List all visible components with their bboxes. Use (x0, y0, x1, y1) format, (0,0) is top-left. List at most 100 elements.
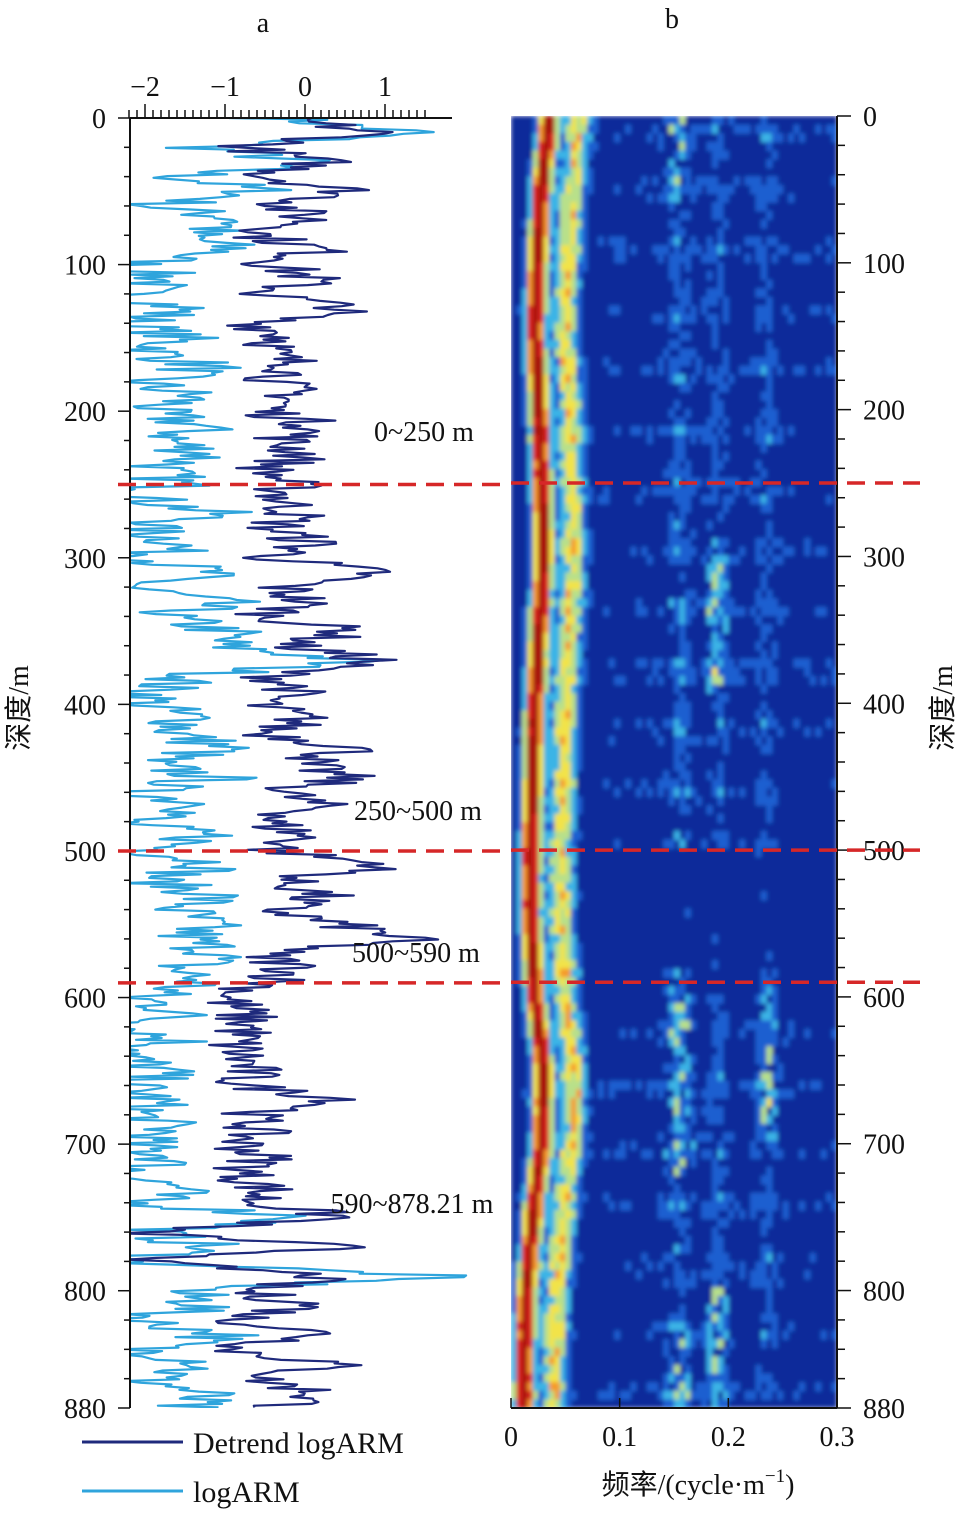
heatmap-cell (549, 589, 555, 599)
heatmap-cell (581, 426, 588, 436)
heatmap-cell (684, 503, 691, 513)
heatmap-cell (712, 460, 718, 470)
heatmap-cell (532, 675, 539, 686)
heatmap-cell (559, 1166, 566, 1176)
heatmap-cell (712, 486, 718, 496)
heatmap-cell (701, 305, 708, 315)
heatmap-cell (728, 718, 735, 729)
heatmap-cell (657, 314, 664, 324)
heatmap-cell (570, 1054, 577, 1065)
heatmap-cell (684, 253, 691, 263)
heatmap-cell (570, 985, 577, 996)
heatmap-cell (565, 1037, 572, 1047)
heatmap-cell (782, 1330, 789, 1340)
heatmap-cell (538, 1063, 545, 1073)
heatmap-cell (614, 1149, 621, 1159)
heatmap-cell (717, 116, 724, 126)
heatmap-cell (771, 434, 778, 444)
heatmap-cell (684, 210, 691, 220)
heatmap-cell (559, 176, 566, 186)
heatmap-cell (570, 141, 577, 151)
heatmap-cell (527, 667, 534, 677)
heatmap-cell (559, 1029, 566, 1039)
heatmap-cell (760, 538, 767, 548)
heatmap-cell (766, 1209, 773, 1220)
heatmap-cell (587, 141, 594, 151)
heatmap-cell (576, 744, 583, 754)
heatmap-cell (554, 348, 561, 358)
heatmap-cell (587, 167, 594, 177)
heatmap-cell (690, 374, 697, 384)
heatmap-cell (684, 1003, 691, 1013)
heatmap-cell (690, 1072, 697, 1082)
heatmap-cell (674, 1270, 680, 1280)
heatmap-cell (543, 253, 550, 263)
heatmap-cell (565, 581, 572, 591)
heatmap-cell (538, 718, 545, 729)
heatmap-cell (576, 176, 583, 186)
heatmap-cell (570, 839, 577, 849)
series-logarm-line (130, 118, 468, 1408)
heatmap-cell (684, 1089, 691, 1099)
heatmap-cell (712, 1106, 718, 1116)
heatmap-cell (576, 796, 583, 806)
heatmap-cell (565, 546, 572, 556)
heatmap-cell (581, 193, 588, 203)
heatmap-cell (760, 305, 767, 315)
heatmap-cell (766, 348, 773, 358)
heatmap-cell (717, 770, 724, 780)
heatmap-cell (717, 383, 724, 393)
heatmap-cell (679, 296, 686, 307)
heatmap-cell (576, 1080, 583, 1090)
heatmap-cell (527, 796, 534, 806)
heatmap-cell (766, 839, 773, 849)
heatmap-cell (717, 589, 724, 599)
heatmap-cell (570, 942, 577, 953)
heatmap-cell (744, 124, 751, 134)
heatmap-cell (679, 727, 686, 737)
heatmap-cell (684, 710, 691, 720)
heatmap-cell (521, 1313, 528, 1323)
heatmap-cell (674, 529, 680, 539)
heatmap-cell (527, 589, 534, 599)
heatmap-cell (532, 994, 539, 1004)
heatmap-cell (684, 288, 691, 298)
heatmap-cell (559, 1218, 566, 1228)
heatmap-cell (538, 1149, 545, 1159)
heatmap-cell (690, 245, 697, 255)
heatmap-cell (543, 615, 550, 625)
heatmap-cell (576, 245, 583, 255)
heatmap-cell (646, 1261, 653, 1271)
heatmap-cell (554, 934, 561, 944)
heatmap-cell (532, 1115, 539, 1125)
heatmap-cell (766, 417, 773, 427)
heatmap-cell (771, 1132, 778, 1142)
heatmap-cell (684, 141, 691, 151)
heatmap-cell (527, 1063, 534, 1073)
heatmap-cell (570, 822, 577, 832)
heatmap-cell (712, 615, 718, 625)
heatmap-cell (570, 658, 577, 668)
heatmap-cell (532, 1175, 539, 1185)
heatmap-cell (570, 1201, 577, 1211)
heatmap-cell (565, 391, 572, 401)
heatmap-cell (684, 787, 691, 797)
heatmap-cell (712, 245, 718, 255)
heatmap-cell (538, 262, 545, 272)
heatmap-cell (521, 942, 528, 953)
heatmap-cell (511, 1261, 517, 1271)
heatmap-cell (532, 607, 539, 617)
heatmap-cell (636, 184, 642, 195)
heatmap-cell (788, 426, 795, 436)
heatmap-cell (695, 1390, 702, 1400)
heatmap-cell (684, 994, 691, 1004)
heatmap-cell (549, 296, 555, 307)
heatmap-cell (722, 1201, 729, 1211)
heatmap-cell (712, 1003, 718, 1013)
heatmap-cell (532, 391, 539, 401)
heatmap-cell (663, 184, 670, 195)
heatmap-cell (538, 589, 545, 599)
heatmap-cell (712, 1356, 718, 1366)
heatmap-cell (722, 1321, 729, 1332)
heatmap-cell (712, 572, 718, 582)
